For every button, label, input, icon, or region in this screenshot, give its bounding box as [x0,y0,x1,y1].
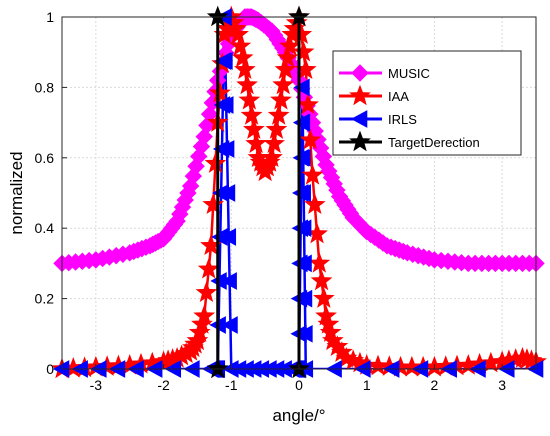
series-point-iaa [261,146,283,168]
series-point-iaa [292,40,315,62]
series-point-iaa [265,118,288,139]
series-point-irls [295,289,313,308]
series-point-irls [219,228,237,246]
series-point-iaa [197,257,220,279]
series-point-iaa [267,104,290,125]
series-point-irls [218,184,236,202]
series-point-iaa [308,251,331,273]
series-point-irls [217,96,234,114]
y-tick-label: 0 [46,361,54,377]
series-point-irls [295,219,312,238]
series-point-iaa [193,304,216,326]
x-tick-label: 1 [363,377,371,393]
x-tick-label: -1 [225,377,238,393]
series-point-iaa [236,73,258,95]
x-tick-label: -3 [90,377,103,393]
x-tick-label: 2 [431,377,439,393]
series-point-iaa [301,163,324,185]
series-point-irls [218,140,235,158]
target-direction-point [206,357,229,379]
series-point-iaa [270,88,292,110]
legend-label-irls: IRLS [388,112,417,127]
series-point-music [190,147,208,166]
series-point-iaa [263,132,286,153]
series-point-irls [221,316,238,334]
target-direction-point [288,5,310,27]
x-tick-label: 3 [498,377,506,393]
series-point-iaa [227,23,249,44]
series-point-iaa [242,118,265,139]
series-point-iaa [233,58,256,80]
series-point-irls [293,113,311,132]
x-axis-title: angle/° [272,406,325,425]
legend: MUSIC IAA IRLS TargetDerection [332,50,522,156]
y-tick-label: 0.4 [35,220,55,236]
series-point-iaa [238,88,261,110]
x-tick-label: 0 [295,377,303,393]
y-tick-label: 0.8 [35,79,55,95]
series-point-irls [294,148,311,167]
y-tick-label: 1 [46,9,54,25]
series-point-iaa [299,128,322,150]
series-point-iaa [276,46,299,68]
series-point-iaa [272,73,295,95]
series-point-music [184,167,203,185]
series-point-iaa [274,58,297,80]
series-point-irls [293,78,310,97]
series-point-iaa [240,104,263,125]
series-point-iaa [229,34,252,56]
series-point-iaa [310,269,333,291]
tick-labels: -3 -2 -1 0 1 2 3 0 0.2 0.4 0.6 0.8 1 [35,9,507,393]
series-point-iaa [290,23,313,44]
legend-items [339,64,382,152]
y-axis-title: normalized [7,151,26,234]
x-tick-label: -2 [157,377,170,393]
legend-swatch-marker [351,64,369,82]
legend-swatch-marker [349,130,371,152]
legend-label-target-direction: TargetDerection [388,135,480,150]
series-point-iaa [279,34,301,56]
y-tick-label: 0.2 [35,291,55,307]
series-point-iaa [202,193,225,214]
legend-swatch-marker [349,84,371,106]
series-point-iaa [209,81,231,103]
series-point-irls [295,254,312,273]
series-point-irls [220,272,237,290]
series-point-irls [296,324,313,343]
ticks [62,16,503,370]
series-point-iaa [303,193,326,214]
series-point-iaa [231,46,254,68]
series-point-iaa [312,287,335,308]
series-point-iaa [195,281,218,302]
target-direction-point [206,5,229,27]
legend-swatch-marker [350,110,368,128]
series-point-iaa [297,93,319,115]
series-point-iaa [204,152,227,173]
series-point-irls [294,184,311,202]
legend-label-music: MUSIC [388,66,430,81]
y-tick-label: 0.6 [35,150,55,166]
legend-label-iaa: IAA [388,89,409,104]
series-point-irls [216,52,233,70]
series-point-iaa [245,132,267,153]
